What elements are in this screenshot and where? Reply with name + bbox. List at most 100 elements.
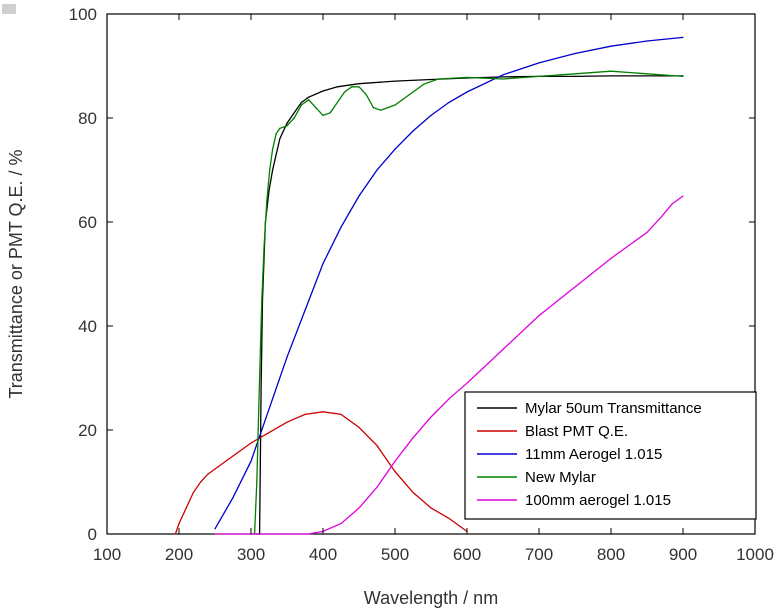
series-point-5 [628,244,630,246]
ticks-layer: 100 200 300 400 500 600 700 800 900 1000 0 20 40 60 80… [69,5,774,564]
series-point-3 [286,356,288,358]
series-point-4 [466,76,468,78]
series-point-3 [214,528,216,530]
series-point-1 [430,78,432,81]
series-point-2 [376,445,378,447]
series-point-2 [232,455,234,457]
x-tick-label: 200 [165,545,193,564]
series-point-4 [322,114,324,116]
series-point-3 [322,263,324,265]
x-tick-label: 700 [525,545,553,564]
series-point-3 [394,148,396,150]
y-tick-label: 40 [78,317,97,336]
series-point-4 [286,125,288,127]
series-point-1 [286,122,288,124]
x-tick-label: 100 [93,545,121,564]
y-tick-label: 100 [69,5,97,24]
series-point-1 [336,86,338,88]
series-point-5 [358,507,360,509]
series-point-3 [268,408,270,410]
series-point-1 [610,75,612,77]
series-point-4 [329,112,331,114]
series-point-5 [308,533,310,535]
series-point-1 [260,387,262,389]
series-point-5 [340,523,342,525]
series-point-1 [502,76,504,78]
series-point-4 [380,109,382,111]
series-point-3 [358,195,360,197]
series-point-4 [261,299,263,301]
series-point-4 [682,75,684,77]
series-point-3 [376,169,378,171]
series-point-5 [682,195,684,197]
y-tick-label: 0 [88,525,97,544]
series-point-4 [256,481,258,483]
series-point-4 [538,75,540,77]
series-point-5 [286,533,288,535]
series-point-1 [268,190,270,192]
x-axis-title: Wavelength / nm [364,588,498,608]
series-point-2 [322,411,324,413]
series-point-3 [250,460,252,462]
series-point-4 [502,78,504,80]
series-point-4 [437,78,439,80]
legend-label: 11mm Aerogel 1.015 [525,446,662,463]
series-point-3 [304,309,306,311]
series-point-1 [646,75,648,77]
series-point-2 [340,413,342,415]
series-point-4 [266,200,268,202]
series-point-3 [448,101,450,103]
series-point-3 [646,40,648,42]
y-tick-label: 60 [78,213,97,232]
series-point-1 [293,112,295,114]
series-point-1 [279,138,281,140]
series-point-2 [430,507,432,509]
series-point-5 [538,315,540,317]
series-layer [174,36,684,535]
series-point-2 [192,491,194,493]
series-point-1 [308,96,310,98]
series-point-4 [344,91,346,93]
x-tick-label: 1000 [736,545,774,564]
series-point-3 [412,130,414,132]
y-axis-title: Transmittance or PMT Q.E. / % [6,149,26,398]
series-point-4 [269,169,271,171]
series-point-1 [272,169,274,171]
series-point-5 [671,203,673,205]
legend-label: Blast PMT Q.E. [525,423,628,440]
series-point-2 [286,421,288,423]
series-point-2 [185,507,187,509]
series-point-2 [200,481,202,483]
series-point-4 [293,117,295,119]
series-point-4 [351,86,353,88]
x-tick-label: 300 [237,545,265,564]
series-point-3 [232,497,234,499]
series-point-3 [502,74,504,76]
series-point-4 [315,107,317,109]
series-point-2 [358,426,360,428]
series-point-4 [408,94,410,96]
legend: Mylar 50um Transmittance Blast PMT Q.E. 11… [464,391,757,520]
series-point-5 [660,216,663,218]
corner-marker [2,4,16,14]
series-point-5 [448,398,450,400]
series-point-4 [394,104,396,106]
x-tick-label: 800 [597,545,625,564]
series-point-2 [394,471,396,473]
series-point-4 [365,94,367,96]
series-point-1 [300,101,302,103]
series-point-2 [250,442,252,444]
series-point-2 [448,517,450,520]
series-point-2 [174,533,176,535]
series-point-2 [412,491,414,493]
series-point-2 [304,413,306,415]
y-tick-label: 80 [78,109,97,128]
series-point-3 [466,91,468,93]
legend-label: New Mylar [525,469,596,486]
x-tick-label: 400 [309,545,337,564]
series-point-3 [610,45,612,47]
series-point-4 [372,107,374,109]
series-point-5 [394,460,396,462]
series-point-1 [358,83,360,85]
